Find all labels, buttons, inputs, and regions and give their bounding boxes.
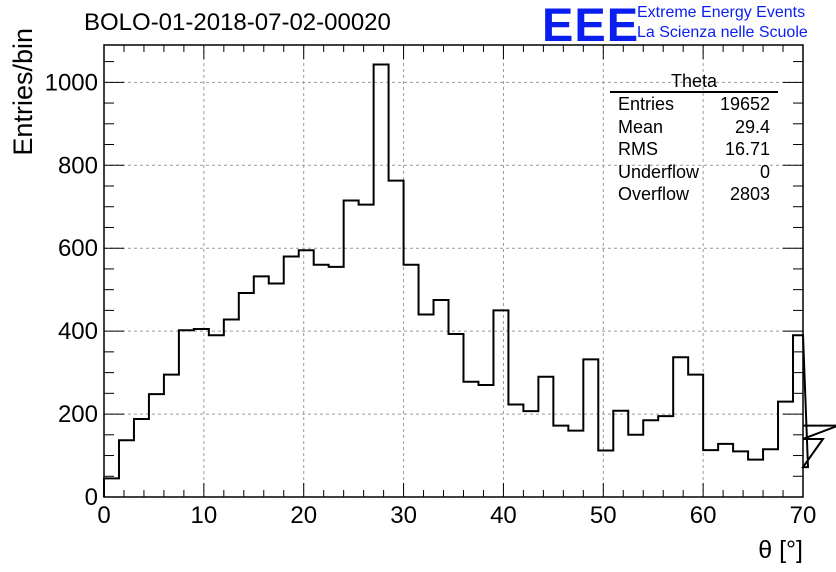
x-tick-label: 60 (690, 502, 717, 529)
stats-label: Entries (618, 94, 675, 114)
histogram-bin (269, 283, 284, 497)
histogram-bin (478, 385, 493, 497)
histogram-bin (733, 451, 748, 497)
y-tick-label: 600 (58, 235, 98, 262)
histogram-bin (538, 377, 553, 497)
histogram-bin (508, 405, 523, 497)
histogram-bin (493, 310, 508, 497)
x-tick-label: 70 (790, 502, 817, 529)
histogram-bin (658, 416, 673, 497)
x-tick-label: 10 (191, 502, 218, 529)
histogram-bin (359, 205, 374, 497)
histogram-bin (179, 330, 194, 497)
histogram-bin (419, 315, 434, 497)
histogram-bin (568, 431, 583, 497)
histogram-bin (793, 335, 803, 497)
histogram-bin (598, 451, 613, 497)
stats-value: 2803 (729, 184, 770, 205)
histogram-bin (194, 329, 209, 497)
histogram-bin (134, 419, 149, 497)
logo-subtitle-2: La Scienza nelle Scuole (637, 24, 808, 41)
histogram-bin (613, 411, 628, 497)
histogram-bin (643, 420, 658, 497)
grid-lines (104, 45, 803, 497)
stats-label: Mean (618, 116, 664, 137)
stats-box: Theta Entries 19652 Mean 29.4 RMS 16.71 … (610, 72, 778, 206)
histogram-bin (434, 300, 449, 497)
histogram-bin (104, 478, 119, 497)
logo-subtitle-1: Extreme Energy Events (637, 4, 806, 21)
x-tick-label: 40 (490, 502, 517, 529)
eee-logo: EEE (542, 0, 640, 51)
stats-label: Overflow (618, 184, 690, 205)
histogram-bin (314, 265, 329, 497)
y-tick-label: 0 (85, 484, 98, 511)
histogram-bin (523, 411, 538, 497)
stats-row: Entries 19652 (610, 93, 778, 116)
histogram-bin (628, 435, 643, 497)
chart-title: BOLO-01-2018-07-02-00020 (84, 9, 391, 36)
histogram-bin (763, 449, 778, 497)
histogram-series (103, 63, 836, 497)
stats-value: 0 (759, 161, 770, 182)
tick-labels: 0 10 20 30 40 50 60 70 0 200 400 600 800 1000 (45, 69, 817, 529)
y-tick-label: 400 (58, 318, 98, 345)
histogram-bin (404, 265, 419, 497)
histogram-bin (673, 357, 688, 497)
histogram-bin (374, 64, 389, 497)
histogram-bin (329, 267, 344, 497)
x-axis-label: θ [°] (758, 536, 803, 564)
histogram-bin (119, 440, 134, 497)
histogram-bin (284, 256, 299, 497)
y-tick-label: 1000 (45, 69, 98, 96)
stats-row: Mean 29.4 (610, 116, 778, 139)
axis-ticks (103, 45, 804, 498)
histogram-bin (583, 359, 598, 497)
x-tick-label: 30 (390, 502, 417, 529)
histogram-bin (449, 334, 464, 497)
histogram-bin (553, 426, 568, 497)
y-tick-label: 200 (58, 401, 98, 428)
plot-frame (103, 44, 804, 498)
stats-row: RMS 16.71 (610, 138, 778, 161)
histogram-bin (254, 276, 269, 497)
histogram-bin (224, 320, 239, 497)
stats-label: RMS (618, 139, 658, 160)
histogram-bin (344, 201, 359, 497)
stats-value: 16.71 (724, 139, 770, 160)
stats-label: Underflow (618, 161, 700, 182)
y-axis-label: Entries/bin (8, 28, 38, 156)
histogram-bin (209, 335, 224, 497)
histogram-bin (164, 375, 179, 497)
histogram-bin (703, 450, 718, 497)
histogram-bin (463, 382, 478, 497)
x-tick-label: 50 (590, 502, 617, 529)
histogram-bin (299, 250, 314, 497)
y-tick-label: 800 (58, 152, 98, 179)
stats-value: 29.4 (734, 116, 770, 137)
histogram-outline (103, 63, 836, 497)
stats-row: Overflow 2803 (610, 183, 778, 206)
stats-value: 19652 (719, 94, 770, 114)
histogram-bin (748, 460, 763, 497)
histogram-bin (718, 444, 733, 497)
histogram-bin (149, 394, 164, 497)
histogram-bin (239, 293, 254, 497)
histogram-bin (389, 181, 404, 497)
histogram-bin (778, 402, 793, 497)
x-tick-label: 0 (97, 502, 110, 529)
stats-row: Underflow 0 (610, 161, 778, 184)
x-tick-label: 20 (290, 502, 317, 529)
stats-title: Theta (610, 72, 778, 93)
histogram-bin (688, 375, 703, 497)
